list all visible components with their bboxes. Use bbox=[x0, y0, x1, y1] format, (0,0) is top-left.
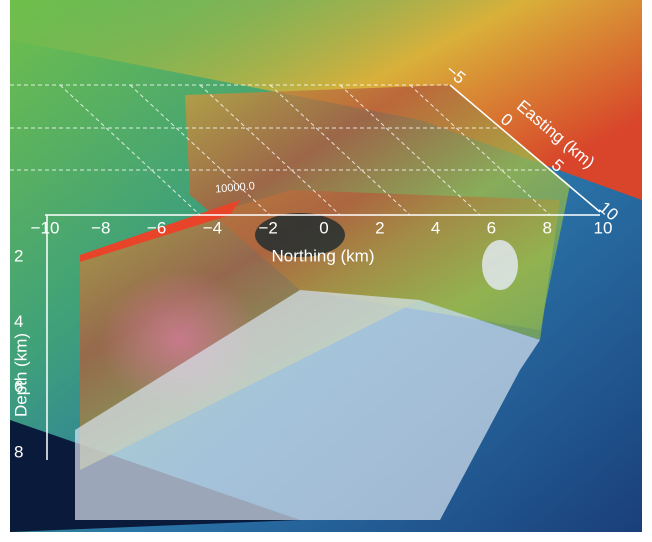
northing-tick: −10 bbox=[31, 218, 60, 237]
depth-tick: 2 bbox=[14, 246, 23, 265]
depth-label: Depth (km) bbox=[11, 333, 30, 417]
northing-tick: −8 bbox=[91, 218, 110, 237]
grid bbox=[10, 84, 551, 216]
northing-tick: 10 bbox=[594, 218, 613, 237]
northing-tick: 4 bbox=[431, 218, 440, 237]
northing-tick: −4 bbox=[203, 218, 222, 237]
northing-tick: −2 bbox=[259, 218, 278, 237]
northing-tick: −6 bbox=[147, 218, 166, 237]
northing-tick: 6 bbox=[487, 218, 496, 237]
axes bbox=[45, 84, 601, 460]
depth-tick: 6 bbox=[14, 377, 23, 396]
northing-tick: 0 bbox=[319, 218, 328, 237]
northing-tick: 8 bbox=[542, 218, 551, 237]
northing-label: Northing (km) bbox=[272, 246, 375, 265]
depth-tick: 4 bbox=[14, 312, 23, 331]
contour-label: 10000.0 bbox=[215, 180, 256, 195]
sections bbox=[75, 85, 570, 520]
depth-tick: 8 bbox=[14, 442, 23, 461]
northing-tick: 2 bbox=[375, 218, 384, 237]
